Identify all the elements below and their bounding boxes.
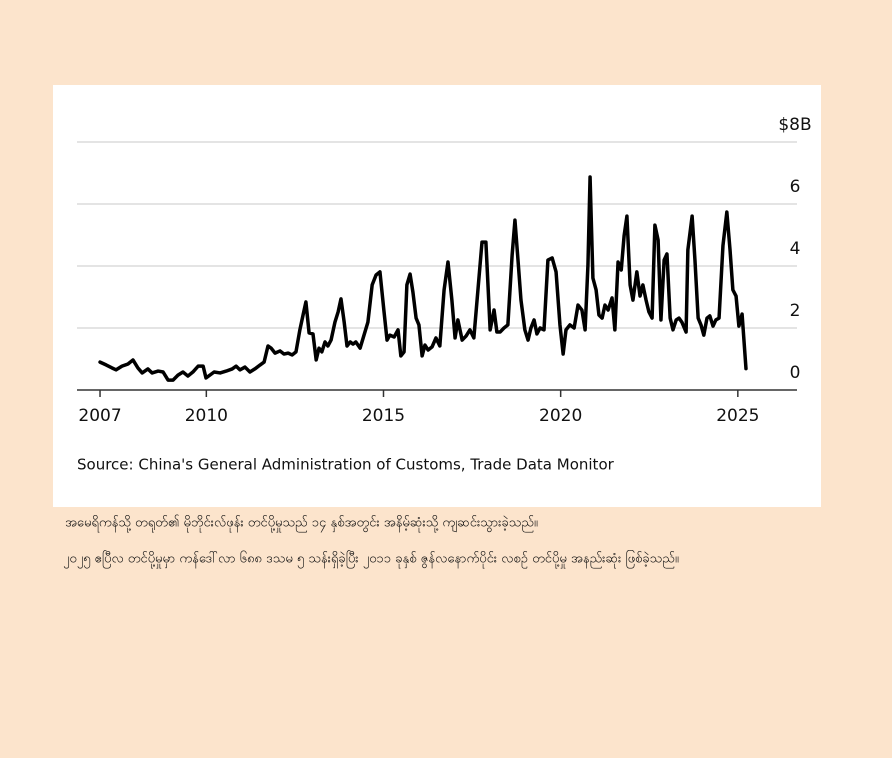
x-tick-label: 2025 xyxy=(716,406,759,426)
x-tick-label: 2007 xyxy=(78,406,121,426)
source: Source: China's General Administration o… xyxy=(77,456,615,474)
caption: အမေရိကန်သို့ တရုတ်၏ မိုဘိုင်းလ်ဖုန်း တင်… xyxy=(65,515,538,533)
x-tick-label: 2020 xyxy=(539,406,582,426)
y-tick-label: 6 xyxy=(790,177,801,197)
caption: ၂၀၂၅ ဧပြီလ တင်ပို့မှုမှာ ကန်ဒေါ်လာ ၆၈၈ ဒ… xyxy=(63,550,679,569)
y-tick-label: 2 xyxy=(790,301,801,321)
y-tick-label: 4 xyxy=(790,239,801,259)
data-line xyxy=(98,175,748,382)
chart-card xyxy=(53,85,821,507)
x-tick-label: 2015 xyxy=(362,406,405,426)
y-tick-label: 0 xyxy=(790,363,801,383)
x-tick-label: 2010 xyxy=(185,406,228,426)
y-tick-label: $8B xyxy=(778,115,811,135)
